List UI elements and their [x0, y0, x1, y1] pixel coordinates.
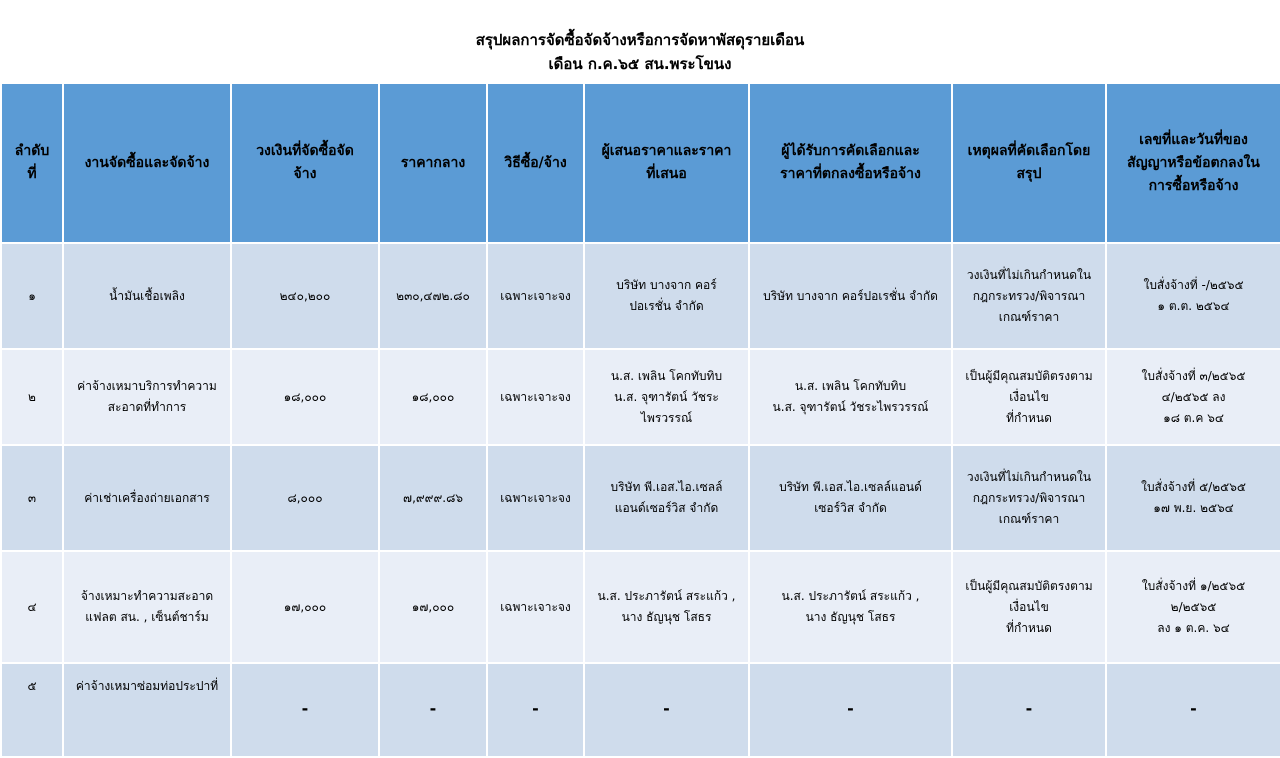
cell-reference-price: ๗,๙๙๙.๘๖ — [378, 444, 488, 552]
cell-method: - — [486, 662, 585, 758]
cell-bidders: - — [583, 662, 750, 758]
table-row: ๒ค่าจ้างเหมาบริการทำความ สะอาดที่ทำการ ๑๘… — [0, 348, 1280, 446]
cell-reference-price: ๑๘,๐๐๐ — [378, 348, 488, 446]
cell-selected: น.ส. ประภารัตน์ สระแก้ว , นาง ธัญนุช โสธ… — [748, 550, 953, 664]
cell-reason: เป็นผู้มีคุณสมบัติตรงตาม เงื่อนไข ที่กำห… — [951, 550, 1107, 664]
col-header-reference-price: ราคากลาง — [378, 82, 488, 244]
cell-contract: ใบสั่งจ้างที่ ๑/๒๕๖๕ ๒/๒๕๖๕ ลง ๑ ต.ค. ๖๔ — [1105, 550, 1280, 664]
cell-value: - — [429, 699, 437, 718]
cell-no: ๓ — [0, 444, 64, 552]
col-header-budget: วงเงินที่จัดซื้อจัด จ้าง — [230, 82, 380, 244]
col-header-method: วิธีซื้อ/จ้าง — [486, 82, 585, 244]
cell-budget: ๒๔๐,๒๐๐ — [230, 242, 380, 350]
cell-item: ค่าจ้างเหมาซ่อมท่อประปาที่ — [62, 662, 232, 758]
cell-bidders: บริษัท บางจาก คอร์ ปอเรชั่น จำกัด — [583, 242, 750, 350]
cell-reason: - — [951, 662, 1107, 758]
cell-budget: ๘,๐๐๐ — [230, 444, 380, 552]
cell-no: ๕ — [0, 662, 64, 758]
cell-value: - — [847, 699, 854, 718]
cell-bidders: น.ส. เพลิน โคกทับทิบ น.ส. จุฑารัตน์ วัชร… — [583, 348, 750, 446]
col-header-selected: ผู้ได้รับการคัดเลือกและ ราคาที่ตกลงซื้อห… — [748, 82, 953, 244]
cell-reference-price: ๑๗,๐๐๐ — [378, 550, 488, 664]
cell-method: เฉพาะเจาะจง — [486, 348, 585, 446]
cell-contract: ใบสั่งจ้างที่ ๓/๒๕๖๕ ๔/๒๕๖๕ ลง ๑๘ ต.ค ๖๔ — [1105, 348, 1280, 446]
cell-item: ค่าเช่าเครื่องถ่ายเอกสาร — [62, 444, 232, 552]
cell-value: - — [1190, 699, 1197, 718]
cell-method: เฉพาะเจาะจง — [486, 550, 585, 664]
cell-reason: วงเงินที่ไม่เกินกำหนดใน กฎกระทรวง/พิจารณ… — [951, 242, 1107, 350]
col-header-contract: เลขที่และวันที่ของ สัญญาหรือข้อตกลงใน กา… — [1105, 82, 1280, 244]
cell-reference-price: ๒๓๐,๔๗๒.๘๐ — [378, 242, 488, 350]
cell-selected: - — [748, 662, 953, 758]
cell-no: ๒ — [0, 348, 64, 446]
col-header-no: ลำดับ ที่ — [0, 82, 64, 244]
table-row: ๑น้ำมันเชื้อเพลิง ๒๔๐,๒๐๐ ๒๓๐,๔๗๒.๘๐ เฉพาะเ… — [0, 242, 1280, 350]
document-title: สรุปผลการจัดซื้อจัดจ้างหรือการจัดหาพัสดุ… — [0, 28, 1280, 76]
procurement-summary-table: ลำดับ ที่ งานจัดซื้อและจัดจ้าง วงเงินที่… — [0, 82, 1280, 758]
col-header-item: งานจัดซื้อและจัดจ้าง — [62, 82, 232, 244]
cell-budget: ๑๗,๐๐๐ — [230, 550, 380, 664]
cell-selected: น.ส. เพลิน โคกทับทิบ น.ส. จุฑารัตน์ วัชร… — [748, 348, 953, 446]
cell-value: - — [663, 699, 670, 718]
cell-bidders: บริษัท พี.เอส.ไอ.เซลล์ แอนด์เซอร์วิส จำก… — [583, 444, 750, 552]
cell-contract: ใบสั่งจ้างที่ -/๒๕๖๕ ๑ ต.ต. ๒๕๖๔ — [1105, 242, 1280, 350]
header-row: ลำดับ ที่ งานจัดซื้อและจัดจ้าง วงเงินที่… — [0, 82, 1280, 244]
cell-item: จ้างเหมาะทำความสะอาด แฟลต สน. , เซ็นต์ชา… — [62, 550, 232, 664]
cell-item: น้ำมันเชื้อเพลิง — [62, 242, 232, 350]
cell-value: - — [532, 699, 539, 718]
cell-value: - — [301, 699, 309, 718]
cell-value: - — [1025, 699, 1033, 718]
cell-item: ค่าจ้างเหมาบริการทำความ สะอาดที่ทำการ — [62, 348, 232, 446]
table-row: ๕ค่าจ้างเหมาซ่อมท่อประปาที่ - - - - - - - — [0, 662, 1280, 758]
cell-no: ๔ — [0, 550, 64, 664]
cell-method: เฉพาะเจาะจง — [486, 242, 585, 350]
col-header-reason: เหตุผลที่คัดเลือกโดย สรุป — [951, 82, 1107, 244]
title-line-2: เดือน ก.ค.๖๕ สน.พระโขนง — [548, 55, 732, 73]
cell-contract: - — [1105, 662, 1280, 758]
cell-budget: ๑๘,๐๐๐ — [230, 348, 380, 446]
cell-budget: - — [230, 662, 380, 758]
title-line-1: สรุปผลการจัดซื้อจัดจ้างหรือการจัดหาพัสดุ… — [475, 31, 805, 49]
cell-reason: เป็นผู้มีคุณสมบัติตรงตาม เงื่อนไข ที่กำห… — [951, 348, 1107, 446]
cell-no: ๑ — [0, 242, 64, 350]
cell-reference-price: - — [378, 662, 488, 758]
cell-contract: ใบสั่งจ้างที่ ๕/๒๕๖๕ ๑๗ พ.ย. ๒๕๖๔ — [1105, 444, 1280, 552]
cell-method: เฉพาะเจาะจง — [486, 444, 585, 552]
cell-reason: วงเงินที่ไม่เกินกำหนดใน กฎกระทรวง/พิจารณ… — [951, 444, 1107, 552]
cell-selected: บริษัท บางจาก คอร์ปอเรชั่น จำกัด — [748, 242, 953, 350]
table-row: ๓ค่าเช่าเครื่องถ่ายเอกสาร ๘,๐๐๐ ๗,๙๙๙.๘๖ เฉ… — [0, 444, 1280, 552]
table-row: ๔จ้างเหมาะทำความสะอาด แฟลต สน. , เซ็นต์ช… — [0, 550, 1280, 664]
cell-bidders: น.ส. ประภารัตน์ สระแก้ว , นาง ธัญนุช โสธ… — [583, 550, 750, 664]
cell-selected: บริษัท พี.เอส.ไอ.เซลล์แอนด์ เซอร์วิส จำก… — [748, 444, 953, 552]
col-header-bidders: ผู้เสนอราคาและราคา ที่เสนอ — [583, 82, 750, 244]
